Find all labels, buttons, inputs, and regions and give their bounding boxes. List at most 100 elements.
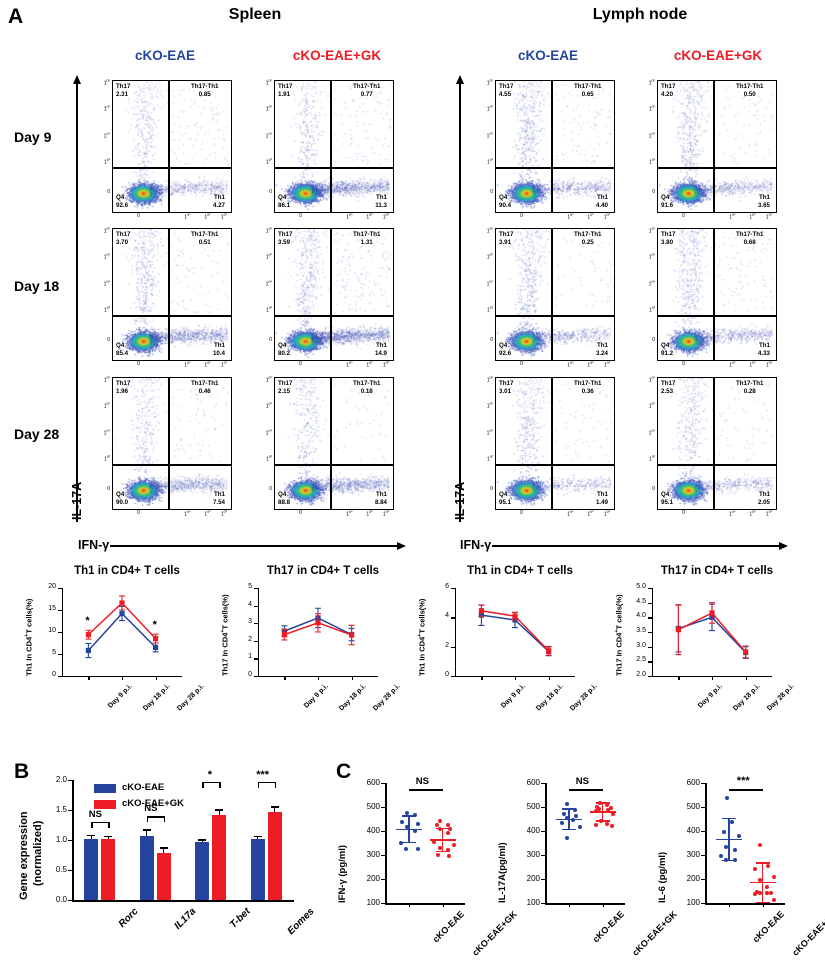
scatter-point	[597, 806, 602, 811]
flow-plot[interactable]: Th17 3.01 Th17-Th1 0.36 Q4 95.1 Th1 1.49	[495, 377, 615, 510]
flow-y-tick: 10⁶	[486, 376, 493, 384]
y-tick-label: 600	[526, 778, 540, 787]
bar[interactable]	[156, 852, 171, 900]
y-tick-label: 4	[248, 600, 252, 608]
quadrant-th17-name: Th17	[661, 231, 676, 238]
line-chart-title: Th1 in CD4+ T cells	[74, 565, 180, 577]
bar[interactable]	[101, 838, 116, 900]
quadrant-th17-th1-name: Th17-Th1	[573, 231, 602, 238]
scatter-y-label: IFN-γ (pg/ml)	[337, 844, 348, 903]
y-tick-mark	[58, 610, 62, 612]
flow-plot[interactable]: Th17 3.70 Th17-Th1 0.51 Q4 85.4 Th1 10.4	[112, 228, 232, 361]
significance-bracket-tick	[163, 816, 166, 823]
y-tick-mark	[68, 870, 72, 872]
quadrant-th17-th1: Th17-Th1 0.68	[729, 231, 770, 247]
scatter-point	[404, 811, 409, 815]
quadrant-q4-value: 90.4	[499, 201, 512, 209]
y-tick-label: 300	[686, 850, 700, 859]
flow-x-tick: 10⁵	[366, 361, 373, 369]
quadrant-divider-vertical	[330, 378, 332, 509]
flow-plot[interactable]: Th17 3.59 Th17-Th1 1.31 Q4 80.2 Th1 14.9	[274, 228, 394, 361]
flow-y-tick: 10³	[266, 305, 272, 314]
quadrant-th1-name: Th1	[758, 342, 770, 349]
flow-plot[interactable]: Th17 2.53 Th17-Th1 0.28 Q4 95.1 Th1 2.05	[657, 377, 777, 510]
flow-y-tick: 10⁵	[486, 105, 493, 113]
error-bar-cap	[159, 847, 168, 849]
sd-whisker	[761, 862, 764, 902]
event-cloud	[113, 81, 231, 212]
error-bar	[257, 835, 259, 840]
flow-plot[interactable]: Th17 2.31 Th17-Th1 0.85 Q4 92.6 Th1 4.27	[112, 80, 232, 213]
x-tick-mark	[745, 676, 747, 680]
x-category-label: Day 28 p.i.	[568, 683, 599, 713]
quadrant-th17-th1-name: Th17-Th1	[735, 380, 764, 387]
significance-label: *	[207, 769, 213, 781]
flow-plot[interactable]: Th17 3.80 Th17-Th1 0.68 Q4 91.2 Th1 4.33	[657, 228, 777, 361]
bar[interactable]	[212, 815, 227, 900]
quadrant-divider-horizontal	[658, 464, 776, 466]
y-tick-mark	[648, 676, 652, 678]
significance-marker: *	[152, 619, 157, 632]
flow-plot[interactable]: Th17 1.91 Th17-Th1 0.77 Q4 86.1 Th1 11.3	[274, 80, 394, 213]
quadrant-q4-value: 90.0	[116, 498, 129, 506]
flow-plot[interactable]: Th17 2.15 Th17-Th1 0.18 Q4 88.8 Th1 8.84	[274, 377, 394, 510]
quadrant-q4: Q4 80.2	[278, 342, 290, 358]
y-tick-mark	[381, 903, 385, 905]
quadrant-q4-value: 86.1	[278, 201, 291, 209]
quadrant-q4: Q4 92.6	[499, 342, 511, 358]
flow-y-tick: 10⁴	[648, 132, 655, 140]
quadrant-th1: Th1 8.84	[346, 491, 387, 507]
bar[interactable]	[139, 836, 154, 900]
flow-y-tick: 10³	[104, 454, 110, 463]
quadrant-th17-value: 4.55	[499, 90, 512, 98]
scatter-point	[604, 803, 609, 808]
y-tick-label: 500	[526, 802, 540, 811]
flow-plot[interactable]: Th17 4.20 Th17-Th1 0.50 Q4 91.6 Th1 3.65	[657, 80, 777, 213]
flow-x-tick: 10⁶	[220, 361, 228, 369]
quadrant-q4: Q4 90.0	[116, 491, 128, 507]
y-tick-mark	[648, 661, 652, 663]
flow-y-tick: 10⁶	[103, 376, 110, 384]
y-tick-label: 1	[248, 653, 252, 661]
y-tick-label: 2.0	[636, 671, 646, 678]
line-chart-y-label: Th17 In CD4+T cells(%)	[220, 594, 230, 676]
y-tick-mark	[254, 676, 258, 678]
flow-y-tick: 0	[652, 337, 655, 343]
significance-bracket-tick	[219, 782, 221, 788]
quadrant-th17-th1-value: 0.46	[198, 387, 211, 395]
y-tick-label: 6	[445, 583, 449, 590]
significance-label: NS	[415, 776, 429, 787]
bar[interactable]	[84, 838, 99, 900]
flow-plot[interactable]: Th17 4.55 Th17-Th1 0.65 Q4 90.4 Th1 4.40	[495, 80, 615, 213]
flow-x-ticks: 0 10⁴ 10⁵ 10⁶	[657, 361, 775, 371]
bar[interactable]	[250, 839, 265, 900]
scatter-point	[438, 845, 443, 850]
flow-y-tick: 10⁴	[103, 429, 110, 437]
line-chart-y-axis	[455, 588, 457, 676]
bar[interactable]	[267, 811, 282, 900]
bar[interactable]	[195, 841, 210, 900]
y-tick-mark	[701, 903, 705, 905]
scatter-x-axis	[545, 903, 625, 905]
flow-plot[interactable]: Th17 1.96 Th17-Th1 0.46 Q4 90.0 Th1 7.54	[112, 377, 232, 510]
y-tick-mark	[381, 807, 385, 809]
lymph-y-axis-label: IL-17A	[453, 481, 467, 520]
flow-x-tick: 0	[682, 361, 685, 367]
flow-y-tick: 10³	[104, 157, 110, 166]
quadrant-q4-value: 91.6	[661, 201, 674, 209]
x-category-label: Day 28 p.i.	[371, 683, 402, 713]
scatter-point	[447, 854, 452, 859]
row-label-day-18: Day 18	[14, 278, 60, 294]
scatter-point	[448, 826, 453, 831]
flow-x-ticks: 0 10⁴ 10⁵ 10⁶	[657, 510, 775, 520]
y-tick-label: 600	[686, 778, 700, 787]
x-tick-mark	[284, 676, 286, 680]
x-tick-mark	[548, 676, 550, 680]
flow-y-tick: 10³	[487, 305, 493, 314]
flow-plot[interactable]: Th17 3.91 Th17-Th1 0.25 Q4 92.6 Th1 3.24	[495, 228, 615, 361]
quadrant-th1: Th1 2.05	[729, 491, 770, 507]
quadrant-divider-horizontal	[113, 315, 231, 317]
y-tick-mark	[58, 632, 62, 634]
quadrant-th17-th1-value: 0.51	[198, 238, 211, 246]
scatter-point	[757, 843, 762, 848]
